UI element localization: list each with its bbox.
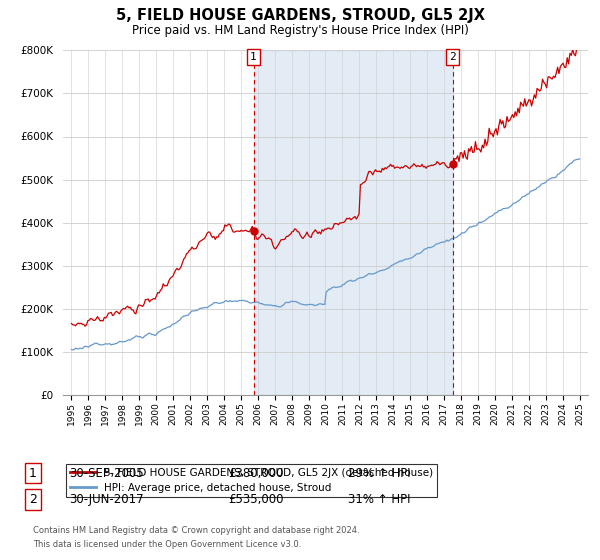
Text: 2: 2 [449,52,456,62]
Text: 30-JUN-2017: 30-JUN-2017 [69,493,143,506]
Text: 1: 1 [250,52,257,62]
Text: 30-SEP-2005: 30-SEP-2005 [69,466,143,480]
Text: 31% ↑ HPI: 31% ↑ HPI [348,493,410,506]
Text: 1: 1 [29,466,37,480]
Text: 29% ↑ HPI: 29% ↑ HPI [348,466,410,480]
Text: £535,000: £535,000 [228,493,284,506]
Text: 2: 2 [29,493,37,506]
Text: £380,000: £380,000 [228,466,284,480]
Text: Price paid vs. HM Land Registry's House Price Index (HPI): Price paid vs. HM Land Registry's House … [131,24,469,36]
Text: 5, FIELD HOUSE GARDENS, STROUD, GL5 2JX: 5, FIELD HOUSE GARDENS, STROUD, GL5 2JX [115,8,485,24]
Legend: 5, FIELD HOUSE GARDENS, STROUD, GL5 2JX (detached house), HPI: Average price, de: 5, FIELD HOUSE GARDENS, STROUD, GL5 2JX … [65,464,437,497]
Text: Contains HM Land Registry data © Crown copyright and database right 2024.: Contains HM Land Registry data © Crown c… [33,526,359,535]
Bar [254,50,452,395]
Text: This data is licensed under the Open Government Licence v3.0.: This data is licensed under the Open Gov… [33,540,301,549]
